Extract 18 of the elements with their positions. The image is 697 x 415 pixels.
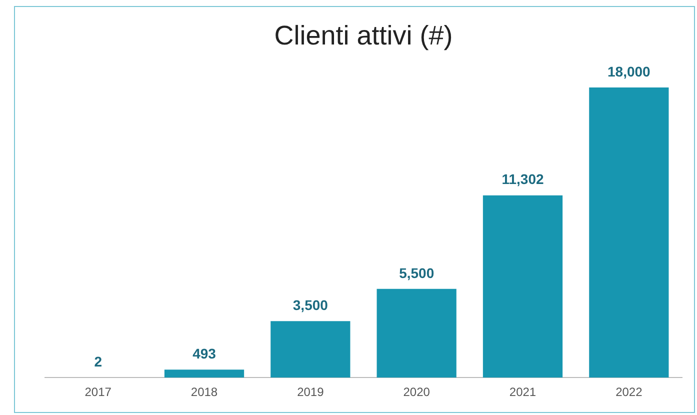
x-tick-label: 2017 — [84, 385, 112, 400]
data-label: 3,500 — [292, 297, 328, 314]
data-label: 18,000 — [608, 63, 651, 80]
bar — [482, 195, 563, 378]
data-label: 11,302 — [502, 171, 544, 188]
bar — [164, 370, 244, 378]
bar — [376, 288, 456, 378]
data-label: 5,500 — [399, 264, 434, 281]
bar — [589, 87, 669, 378]
x-tick-label: 2022 — [616, 385, 643, 400]
bar — [270, 321, 350, 378]
data-label: 493 — [192, 346, 216, 362]
chart-title: Clienti attivi (#) — [274, 20, 453, 51]
x-tick-label: 2020 — [403, 385, 430, 400]
x-tick-label: 2018 — [190, 385, 218, 400]
x-tick-label: 2019 — [297, 385, 324, 400]
data-label: 2 — [94, 353, 102, 370]
x-tick-label: 2021 — [509, 385, 536, 400]
